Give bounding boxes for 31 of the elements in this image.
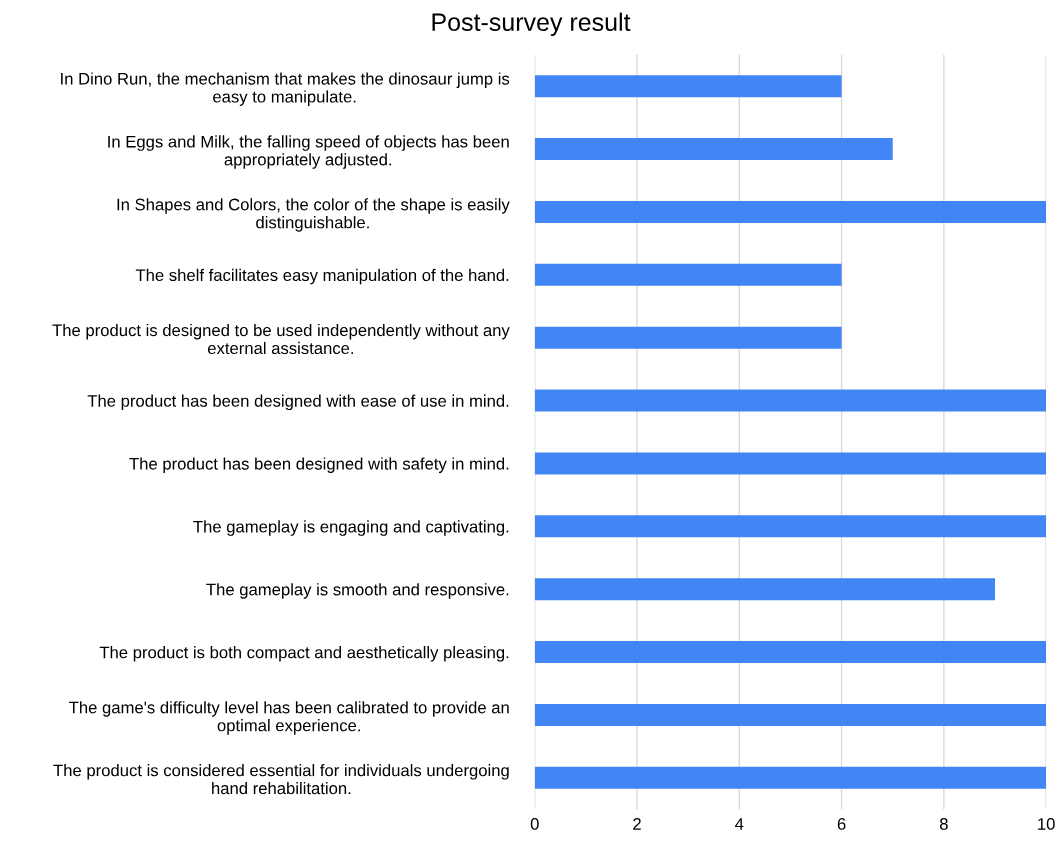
bar	[534, 452, 1047, 475]
x-tick-label: 6	[837, 818, 846, 830]
y-tick-label: The product is designed to be used independently without any external assistance.	[52, 323, 510, 355]
bar	[534, 703, 1047, 726]
bar	[534, 138, 893, 161]
y-tick-label: The product is both compact and aesthetically pleasing.	[99, 646, 509, 662]
y-tick-label: The shelf facilitates easy manipulation of the hand.	[135, 268, 509, 285]
x-tick-label: 4	[735, 818, 744, 830]
y-tick-label: In Shapes and Colors, the color of the shape is easily distinguishable.	[117, 198, 510, 232]
x-tick-label: 0	[530, 818, 539, 830]
x-tick-label: 2	[633, 818, 641, 830]
bar	[534, 578, 996, 601]
y-tick-label: The product has been designed with ease of use in mind.	[87, 394, 509, 411]
bar	[534, 766, 1047, 789]
x-tick-label: 10	[1038, 818, 1055, 830]
bar	[534, 515, 1047, 538]
bar	[534, 326, 842, 349]
bar	[534, 641, 1047, 664]
y-tick-label: In Dino Run, the mechanism that makes the dinosaur jump is easy to manipulate.	[61, 72, 510, 106]
bar	[534, 200, 1047, 223]
bar	[534, 75, 842, 98]
y-tick-label: In Eggs and Milk, the falling speed of objects has been appropriately adjusted.	[108, 135, 509, 169]
y-tick-label: The game's difficulty level has been calibrated to provide an optimal experience.	[69, 701, 509, 735]
bar	[534, 389, 1047, 412]
bar	[534, 263, 842, 286]
y-tick-label: The gameplay is smooth and responsive.	[206, 583, 509, 599]
y-tick-label: The product has been designed with safety in mind.	[129, 457, 509, 473]
x-tick-label: 8	[939, 818, 948, 830]
y-tick-label: The gameplay is engaging and captivating.	[193, 520, 509, 536]
y-tick-label: The product is considered essential for individuals undergoing hand rehabilitation.	[53, 764, 509, 795]
chart-title: Post-survey result	[432, 12, 631, 36]
